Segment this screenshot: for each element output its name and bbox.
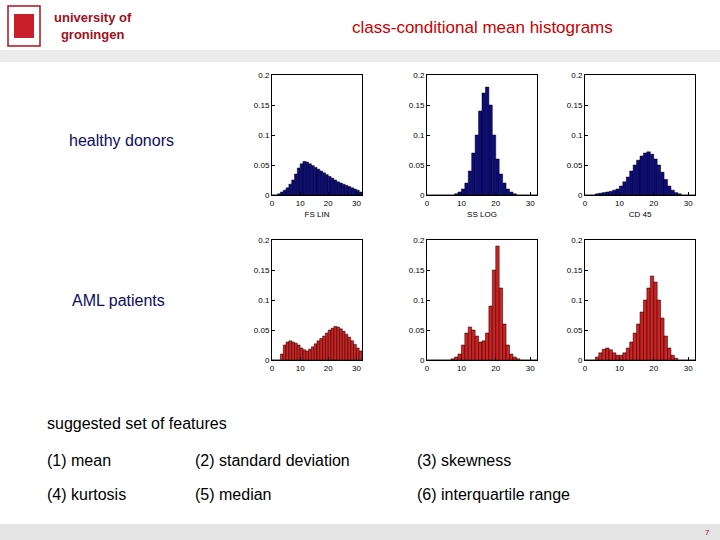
svg-text:(4) kurtosis: (4) kurtosis	[47, 486, 126, 503]
svg-text:(6) interquartile range: (6) interquartile range	[417, 486, 570, 503]
svg-text:0.05: 0.05	[254, 326, 270, 335]
svg-text:30: 30	[352, 199, 361, 208]
svg-text:30: 30	[684, 199, 693, 208]
svg-text:AML patients: AML patients	[72, 292, 165, 309]
svg-text:7: 7	[705, 528, 710, 537]
svg-text:10: 10	[296, 364, 305, 373]
svg-text:FS LIN: FS LIN	[305, 210, 330, 219]
svg-text:10: 10	[296, 199, 305, 208]
svg-text:(5) median: (5) median	[195, 486, 271, 503]
svg-text:30: 30	[352, 364, 361, 373]
svg-text:0.05: 0.05	[409, 161, 425, 170]
svg-text:0: 0	[425, 364, 430, 373]
svg-text:0.1: 0.1	[413, 131, 425, 140]
svg-text:20: 20	[649, 199, 658, 208]
svg-text:0: 0	[578, 191, 583, 200]
svg-text:0.1: 0.1	[258, 296, 270, 305]
svg-text:university ofgroningen: university ofgroningen	[54, 10, 132, 42]
svg-text:0: 0	[265, 191, 270, 200]
svg-text:0.2: 0.2	[413, 236, 425, 245]
svg-text:0: 0	[270, 364, 275, 373]
svg-text:0.1: 0.1	[258, 131, 270, 140]
svg-text:0.05: 0.05	[409, 326, 425, 335]
svg-text:0.2: 0.2	[571, 71, 583, 80]
svg-text:CD 45: CD 45	[629, 210, 652, 219]
svg-text:0.15: 0.15	[254, 266, 270, 275]
svg-text:0.15: 0.15	[409, 101, 425, 110]
svg-text:0: 0	[265, 356, 270, 365]
svg-text:10: 10	[615, 199, 624, 208]
svg-text:0.2: 0.2	[413, 71, 425, 80]
svg-text:0.1: 0.1	[413, 296, 425, 305]
svg-text:0: 0	[420, 191, 425, 200]
svg-text:0: 0	[420, 356, 425, 365]
svg-text:10: 10	[457, 199, 466, 208]
svg-text:20: 20	[491, 364, 500, 373]
svg-text:SS LOG: SS LOG	[467, 210, 497, 219]
svg-text:(3) skewness: (3) skewness	[417, 452, 511, 469]
svg-text:0.05: 0.05	[567, 326, 583, 335]
svg-text:healthy donors: healthy donors	[69, 132, 174, 149]
svg-text:0.05: 0.05	[567, 161, 583, 170]
svg-text:0: 0	[270, 199, 275, 208]
svg-text:0.1: 0.1	[571, 296, 583, 305]
svg-text:0.15: 0.15	[567, 266, 583, 275]
svg-text:0.05: 0.05	[254, 161, 270, 170]
svg-text:0: 0	[583, 199, 588, 208]
svg-text:class-conditional mean histogr: class-conditional mean histograms	[352, 18, 613, 37]
svg-text:0.15: 0.15	[254, 101, 270, 110]
svg-text:20: 20	[324, 199, 333, 208]
svg-text:0: 0	[425, 199, 430, 208]
svg-text:30: 30	[526, 364, 535, 373]
svg-text:30: 30	[526, 199, 535, 208]
svg-text:0.2: 0.2	[258, 236, 270, 245]
svg-text:0.2: 0.2	[258, 71, 270, 80]
svg-text:0: 0	[583, 364, 588, 373]
svg-text:suggested set of features: suggested set of features	[47, 415, 227, 432]
svg-text:(2) standard deviation: (2) standard deviation	[195, 452, 350, 469]
svg-text:20: 20	[491, 199, 500, 208]
svg-text:20: 20	[649, 364, 658, 373]
svg-text:0.1: 0.1	[571, 131, 583, 140]
svg-text:30: 30	[684, 364, 693, 373]
svg-text:0: 0	[578, 356, 583, 365]
svg-text:(1) mean: (1) mean	[47, 452, 111, 469]
svg-text:10: 10	[457, 364, 466, 373]
svg-text:20: 20	[324, 364, 333, 373]
svg-text:0.2: 0.2	[571, 236, 583, 245]
svg-text:10: 10	[615, 364, 624, 373]
svg-text:0.15: 0.15	[409, 266, 425, 275]
svg-text:0.15: 0.15	[567, 101, 583, 110]
